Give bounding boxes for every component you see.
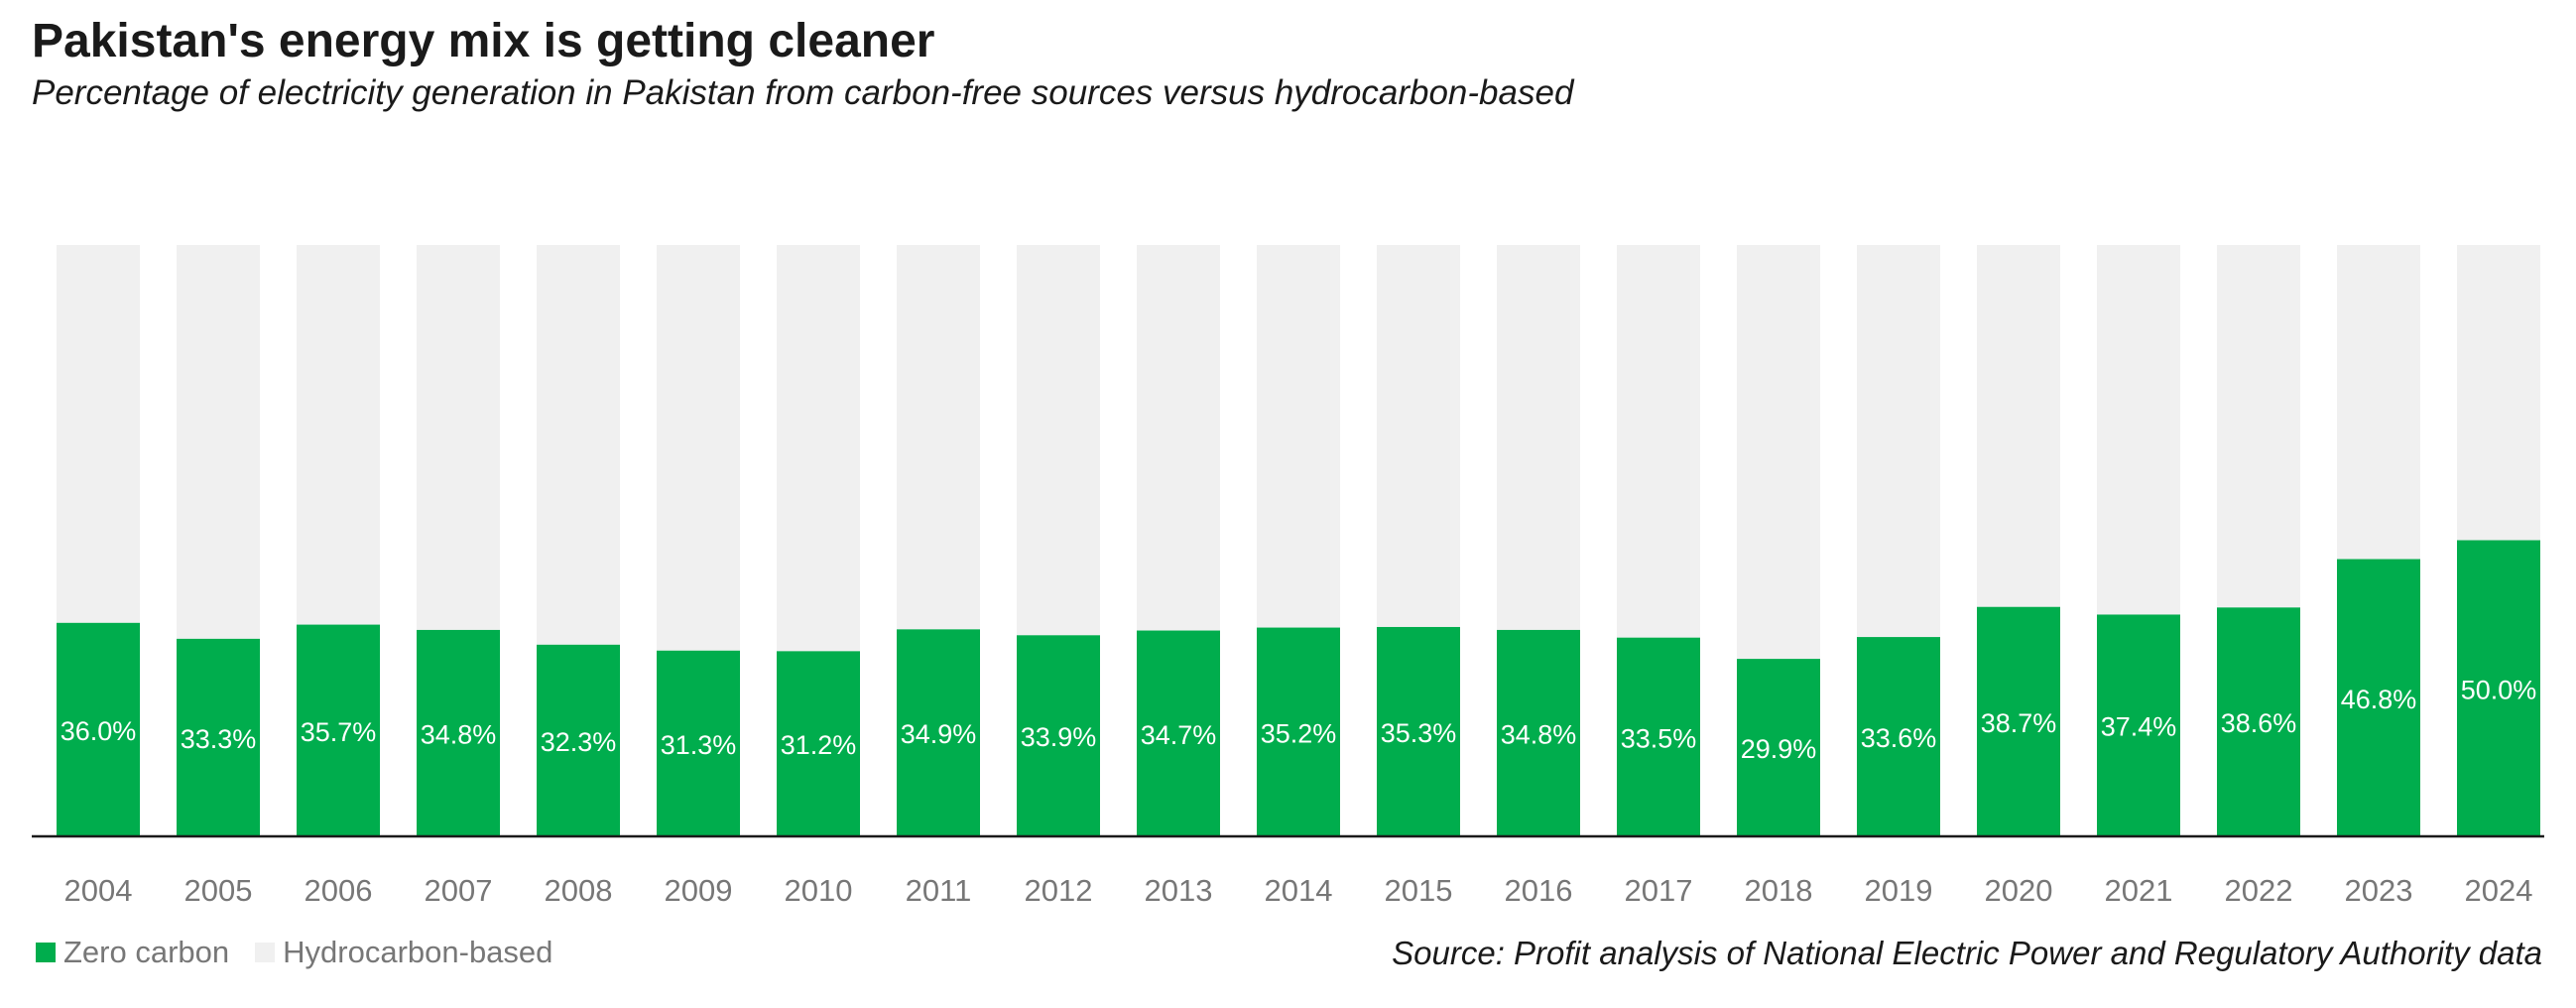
bar-zero-carbon-2011: [897, 629, 980, 835]
bar-hydrocarbon-2007: [417, 245, 500, 630]
bar-zero-carbon-2004: [57, 622, 140, 835]
bar-zero-carbon-2015: [1377, 626, 1460, 835]
source-note: Source: Profit analysis of National Elec…: [1392, 935, 2542, 971]
bar-hydrocarbon-2022: [2217, 245, 2300, 608]
x-tick-label-2017: 2017: [1625, 873, 1693, 908]
x-tick-label-2007: 2007: [425, 873, 493, 908]
bar-zero-carbon-2016: [1497, 629, 1580, 835]
bar-hydrocarbon-2012: [1017, 245, 1100, 636]
x-tick-label-2008: 2008: [545, 873, 613, 908]
bar-hydrocarbon-2020: [1977, 245, 2060, 607]
bar-zero-carbon-2024: [2457, 540, 2540, 835]
bar-zero-carbon-2019: [1857, 637, 1940, 835]
bar-hydrocarbon-2006: [297, 245, 380, 625]
x-tick-label-2022: 2022: [2225, 873, 2293, 908]
chart-title: Pakistan's energy mix is getting cleaner: [32, 15, 935, 67]
legend-label-hydrocarbon: Hydrocarbon-based: [283, 935, 553, 969]
data-label-2013: 34.7%: [1141, 720, 1217, 750]
data-label-2018: 29.9%: [1741, 734, 1817, 764]
bar-zero-carbon-2022: [2217, 607, 2300, 835]
data-label-2004: 36.0%: [61, 716, 137, 746]
x-tick-label-2019: 2019: [1865, 873, 1933, 908]
data-label-2024: 50.0%: [2461, 675, 2537, 704]
x-tick-label-2011: 2011: [906, 873, 972, 908]
bar-zero-carbon-2012: [1017, 635, 1100, 835]
bar-hydrocarbon-2016: [1497, 245, 1580, 630]
x-tick-label-2004: 2004: [64, 873, 133, 908]
bar-hydrocarbon-2014: [1257, 245, 1340, 628]
chart-subtitle: Percentage of electricity generation in …: [32, 73, 1574, 112]
data-label-2007: 34.8%: [421, 719, 497, 749]
bar-zero-carbon-2008: [537, 644, 620, 835]
x-tick-label-2009: 2009: [665, 873, 733, 908]
x-tick-label-2014: 2014: [1265, 873, 1333, 908]
bar-zero-carbon-2005: [177, 638, 260, 835]
bar-zero-carbon-2020: [1977, 606, 2060, 835]
bar-hydrocarbon-2024: [2457, 245, 2540, 541]
data-label-2015: 35.3%: [1381, 718, 1457, 748]
bar-zero-carbon-2014: [1257, 627, 1340, 835]
legend-swatch-hydrocarbon: [255, 943, 276, 962]
bar-zero-carbon-2006: [297, 624, 380, 835]
bar-zero-carbon-2013: [1137, 630, 1220, 835]
legend-item-hydrocarbon: Hydrocarbon-based: [255, 935, 552, 970]
x-tick-label-2024: 2024: [2465, 873, 2533, 908]
x-tick-label-2010: 2010: [785, 873, 853, 908]
bar-hydrocarbon-2004: [57, 245, 140, 623]
bar-zero-carbon-2018: [1737, 659, 1820, 835]
bar-hydrocarbon-2017: [1617, 245, 1700, 638]
x-tick-label-2006: 2006: [305, 873, 373, 908]
bar-hydrocarbon-2005: [177, 245, 260, 639]
x-tick-label-2023: 2023: [2345, 873, 2413, 908]
data-label-2012: 33.9%: [1021, 722, 1097, 752]
x-tick-label-2013: 2013: [1145, 873, 1213, 908]
bar-hydrocarbon-2023: [2337, 245, 2420, 560]
bar-chart: 36.0% 2004 33.3% 2005 35.7% 2006 34.8% 2007 32.3…: [32, 245, 2544, 908]
bar-zero-carbon-2023: [2337, 559, 2420, 835]
x-tick-label-2021: 2021: [2105, 873, 2173, 908]
bar-hydrocarbon-2019: [1857, 245, 1940, 638]
bar-zero-carbon-2021: [2097, 614, 2180, 835]
data-label-2008: 32.3%: [541, 727, 617, 757]
data-label-2010: 31.2%: [781, 730, 857, 760]
x-tick-label-2020: 2020: [1985, 873, 2053, 908]
data-label-2011: 34.9%: [901, 719, 977, 749]
data-label-2016: 34.8%: [1501, 719, 1577, 749]
x-tick-label-2018: 2018: [1745, 873, 1813, 908]
data-label-2006: 35.7%: [301, 717, 377, 747]
bar-zero-carbon-2017: [1617, 637, 1700, 835]
bar-hydrocarbon-2010: [777, 245, 860, 652]
data-label-2020: 38.7%: [1981, 708, 2057, 738]
legend: Zero carbon Hydrocarbon-based: [36, 935, 578, 970]
bar-hydrocarbon-2021: [2097, 245, 2180, 615]
legend-swatch-zero-carbon: [36, 943, 56, 962]
data-label-2021: 37.4%: [2101, 712, 2177, 742]
x-tick-label-2005: 2005: [184, 873, 253, 908]
bar-zero-carbon-2009: [657, 650, 740, 835]
bar-hydrocarbon-2013: [1137, 245, 1220, 631]
data-label-2023: 46.8%: [2341, 685, 2417, 714]
legend-item-zero-carbon: Zero carbon: [36, 935, 229, 970]
x-tick-label-2016: 2016: [1505, 873, 1573, 908]
data-label-2009: 31.3%: [661, 730, 737, 760]
data-label-2014: 35.2%: [1261, 718, 1337, 748]
data-label-2022: 38.6%: [2221, 708, 2297, 738]
bar-hydrocarbon-2008: [537, 245, 620, 645]
data-label-2005: 33.3%: [181, 724, 257, 754]
bar-zero-carbon-2007: [417, 629, 500, 835]
legend-label-zero-carbon: Zero carbon: [63, 935, 230, 969]
bar-hydrocarbon-2009: [657, 245, 740, 651]
x-tick-label-2012: 2012: [1025, 873, 1093, 908]
data-label-2017: 33.5%: [1621, 723, 1697, 753]
data-label-2019: 33.6%: [1861, 723, 1937, 753]
bar-zero-carbon-2010: [777, 651, 860, 835]
x-tick-label-2015: 2015: [1385, 873, 1453, 908]
bar-hydrocarbon-2018: [1737, 245, 1820, 660]
bar-hydrocarbon-2011: [897, 245, 980, 630]
bar-hydrocarbon-2015: [1377, 245, 1460, 627]
